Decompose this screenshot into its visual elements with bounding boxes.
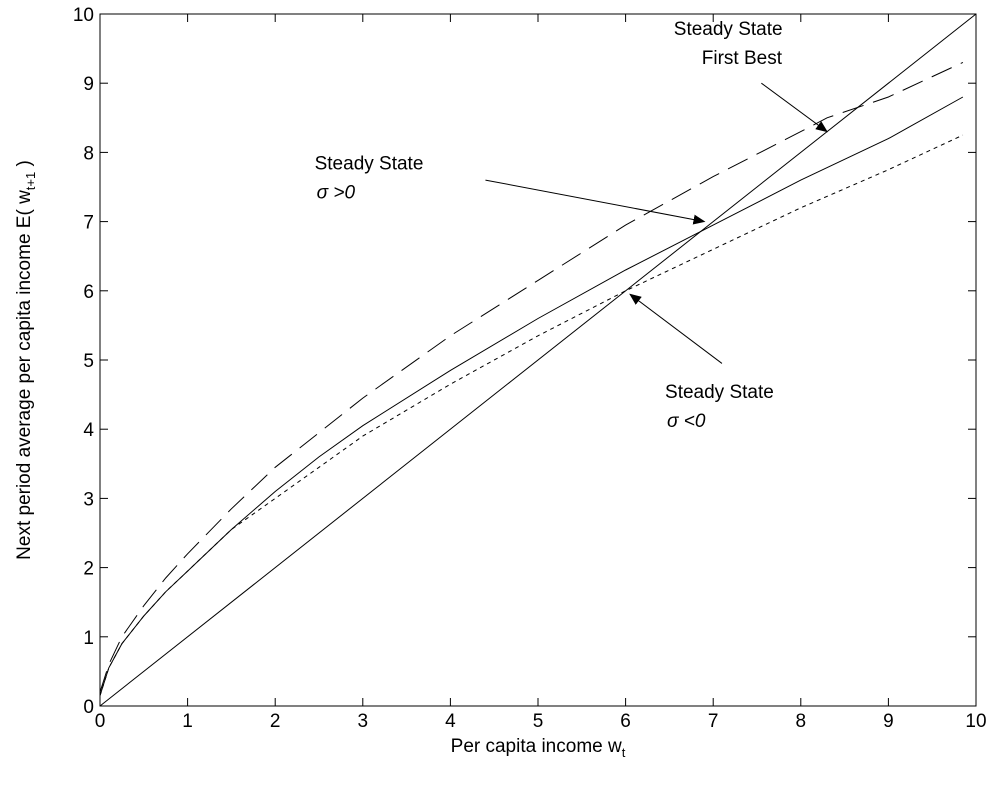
x-tick-label: 7 [708, 711, 719, 732]
annotation-label: Steady State [665, 382, 774, 403]
annotations: Steady State First Best Steady State σ >0 St… [315, 19, 828, 432]
x-tick-label: 0 [95, 711, 106, 732]
y-tick-label: 6 [83, 282, 94, 303]
x-tick-label: 1 [182, 711, 193, 732]
x-tick-label: 6 [620, 711, 631, 732]
series-line-1-solid [99, 13, 977, 707]
x-tick-label: 10 [965, 711, 986, 732]
y-tick-label: 3 [83, 489, 94, 510]
y-tick-label: 7 [83, 213, 94, 234]
annotation-sublabel: First Best [702, 48, 783, 69]
y-axis: 0 1 2 3 4 5 6 7 8 9 10 [73, 5, 976, 718]
series-line-4-dotted [99, 134, 964, 696]
series-line-2-dashed [99, 61, 964, 693]
annotation-arrow [485, 179, 706, 225]
x-axis-label: Per capita income wt [451, 736, 626, 760]
annotation-label: Steady State [674, 19, 783, 40]
y-tick-label: 2 [83, 559, 94, 580]
x-tick-label: 4 [445, 711, 456, 732]
y-tick-label: 4 [83, 420, 94, 441]
y-tick-label: 9 [83, 74, 94, 95]
x-tick-label: 5 [533, 711, 544, 732]
annotation-sublabel: σ <0 [667, 411, 706, 432]
annotation-sublabel: σ >0 [317, 183, 356, 204]
x-tick-label: 2 [270, 711, 281, 732]
y-tick-label: 1 [83, 628, 94, 649]
annotation-arrow [629, 293, 723, 364]
annotation-arrow [761, 82, 828, 133]
x-axis: 0 1 2 3 4 5 6 7 8 9 10 [95, 14, 987, 732]
y-tick-label: 10 [73, 5, 94, 26]
x-tick-label: 8 [796, 711, 807, 732]
y-tick-label: 0 [83, 697, 94, 718]
x-tick-label: 9 [883, 711, 894, 732]
annotation-label: Steady State [315, 154, 424, 175]
y-axis-label: Next period average per capita income E(… [14, 160, 38, 560]
y-tick-label: 8 [83, 143, 94, 164]
y-tick-label: 5 [83, 351, 94, 372]
x-tick-label: 3 [358, 711, 369, 732]
series-layer [99, 13, 977, 707]
